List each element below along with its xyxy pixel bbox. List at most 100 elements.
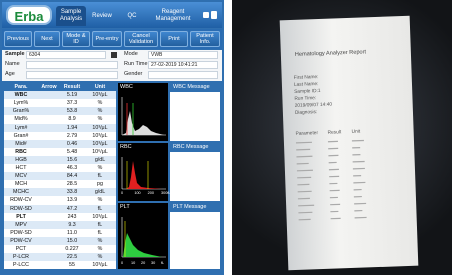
table-cell: HCT <box>4 164 38 172</box>
table-cell: 22.5 <box>60 253 84 261</box>
paper-report: Hematology Analyzer Report First Name:La… <box>280 16 419 270</box>
report-field: Run Time: <box>294 96 316 102</box>
analyzer-screen: Erba Sample Analysis Review QC Reagent M… <box>0 0 224 275</box>
label: Age <box>5 71 15 77</box>
report-lines <box>294 137 388 250</box>
table-cell: 1.94 <box>60 124 84 132</box>
table-cell: 243 <box>60 213 84 221</box>
histogram: RBC 0100200300fL <box>118 143 168 201</box>
report-field: 2019/09/07 14:40 <box>295 103 333 109</box>
message-title: PLT Message <box>170 203 220 212</box>
histogram-label: PLT <box>120 204 130 210</box>
table-cell: HGB <box>4 156 38 164</box>
flag-cell <box>38 172 60 180</box>
table-cell: MCH <box>4 180 38 188</box>
table-cell: 55 <box>60 261 84 269</box>
status-icons <box>202 9 218 21</box>
table-cell: WBC <box>4 91 38 99</box>
field <box>26 61 118 69</box>
table-cell: fL <box>84 172 116 180</box>
table-cell: fL <box>84 229 116 237</box>
table-cell: RDW-CV <box>4 196 38 204</box>
histogram-plot <box>118 153 168 193</box>
label: Gender <box>124 71 142 77</box>
flag-cell <box>38 91 60 99</box>
tab[interactable]: Reagent Management <box>148 6 198 26</box>
histogram: WBC <box>118 83 168 141</box>
table-header: Unit <box>84 83 116 91</box>
table-cell: 37.3 <box>60 99 84 107</box>
button[interactable]: Mode & ID <box>62 31 90 47</box>
button[interactable]: Next <box>34 31 60 47</box>
button[interactable]: Pre-entry <box>92 31 122 47</box>
report-field: Diagnosis: <box>295 110 318 116</box>
message-panel: RBC Message <box>170 143 220 201</box>
button[interactable]: Cancel Validation <box>124 31 158 47</box>
table-cell: 10³/μL <box>84 124 116 132</box>
table-cell: 10³/μL <box>84 213 116 221</box>
report-field: Last Name: <box>294 82 319 88</box>
flag-cell <box>38 148 60 156</box>
table-cell: % <box>84 237 116 245</box>
report-title: Hematology Analyzer Report <box>295 49 366 57</box>
message-title: RBC Message <box>170 143 220 152</box>
axis-label: 100 <box>134 191 140 195</box>
label: Name <box>5 61 20 67</box>
table-cell: RDW-SD <box>4 205 38 213</box>
flag-cell <box>38 156 60 164</box>
table-cell: 15.6 <box>60 156 84 164</box>
field: 6304 <box>26 51 106 59</box>
table-cell: PDW-CV <box>4 237 38 245</box>
table-cell: 11.0 <box>60 229 84 237</box>
table-cell: Mid# <box>4 140 38 148</box>
column-header: Parameter <box>296 131 319 137</box>
histogram-label: WBC <box>120 84 133 90</box>
button[interactable]: Print <box>160 31 188 47</box>
table-cell: % <box>84 115 116 123</box>
tab[interactable]: Sample Analysis <box>56 6 86 26</box>
table-cell: 0.227 <box>60 245 84 253</box>
flag-cell <box>38 196 60 204</box>
tab[interactable]: QC <box>118 6 146 26</box>
sample-info: Sample ID 6304 Mode VWB Name Run Time 27… <box>2 50 222 81</box>
table-header: Result <box>60 83 84 91</box>
table-cell: 28.5 <box>60 180 84 188</box>
button[interactable]: Previous <box>4 31 32 47</box>
message-panel: WBC Message <box>170 83 220 141</box>
printout-photo: Hematology Analyzer Report First Name:La… <box>232 0 452 275</box>
button[interactable]: Patient Info. <box>190 31 220 47</box>
table-cell: % <box>84 245 116 253</box>
table-cell: 47.2 <box>60 205 84 213</box>
top-bar: Erba Sample Analysis Review QC Reagent M… <box>2 2 222 28</box>
flag-cell <box>38 132 60 140</box>
column-header: Result <box>328 130 342 135</box>
flag-cell <box>38 124 60 132</box>
table-cell: MCV <box>4 172 38 180</box>
table-cell: 10³/μL <box>84 91 116 99</box>
flag-cell <box>38 213 60 221</box>
table-cell: % <box>84 196 116 204</box>
flag-cell <box>38 115 60 123</box>
report-field: Sample ID:1 <box>294 89 321 95</box>
table-cell: 0.46 <box>60 140 84 148</box>
logo: Erba <box>6 5 52 25</box>
table-cell: Lym# <box>4 124 38 132</box>
message-title: WBC Message <box>170 83 220 92</box>
table-cell: 10⁶/μL <box>84 148 116 156</box>
barcode-icon[interactable] <box>110 51 118 59</box>
table-cell: fL <box>84 205 116 213</box>
axis-label: 200 <box>148 191 154 195</box>
table-cell: MPV <box>4 221 38 229</box>
field <box>26 71 118 79</box>
tab[interactable]: Review <box>88 6 116 26</box>
table-cell: pg <box>84 180 116 188</box>
table-cell: 33.8 <box>60 188 84 196</box>
table-cell: % <box>84 253 116 261</box>
axis-label: 20 <box>141 261 145 265</box>
table-cell: Lym% <box>4 99 38 107</box>
flag-cell <box>38 221 60 229</box>
table-cell: 84.4 <box>60 172 84 180</box>
page: Erba Sample Analysis Review QC Reagent M… <box>0 0 452 275</box>
table-cell: 2.79 <box>60 132 84 140</box>
message-panel: PLT Message <box>170 203 220 269</box>
